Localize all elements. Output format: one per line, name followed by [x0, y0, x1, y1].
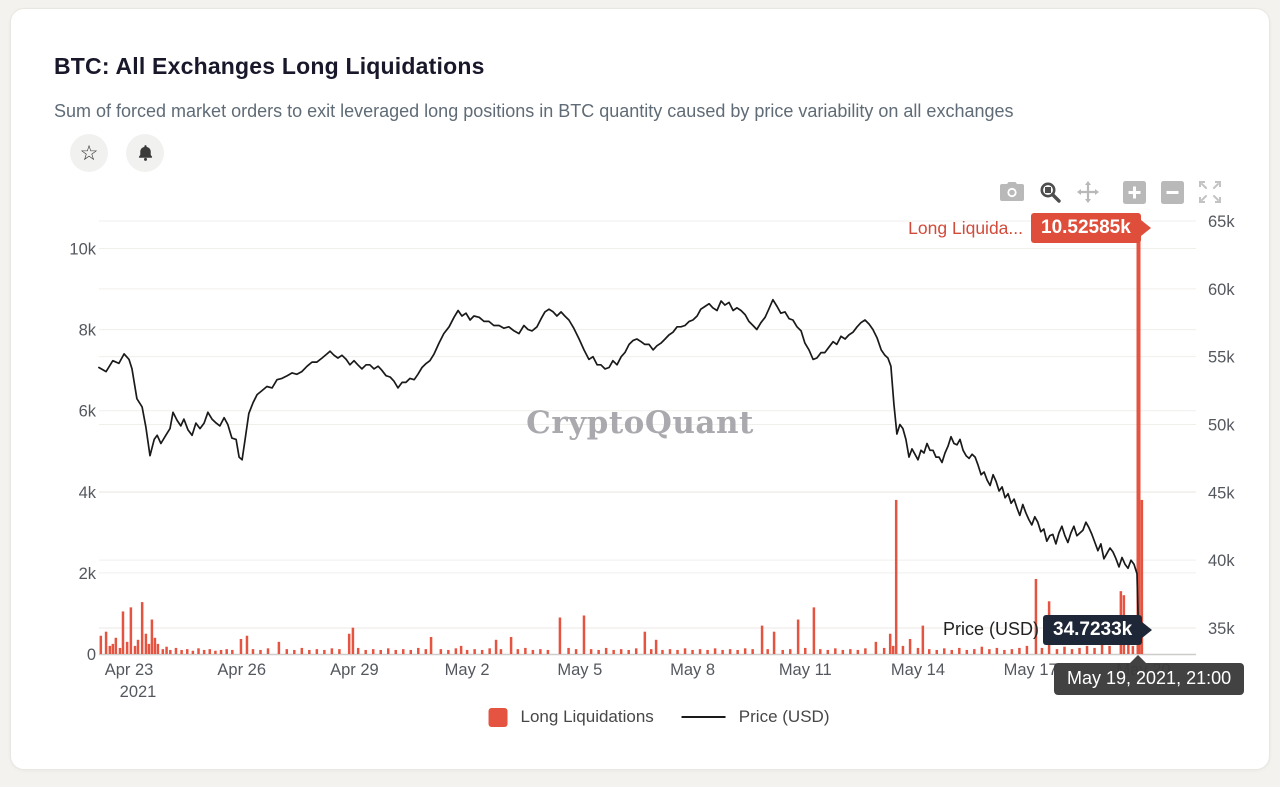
x-axis-tick-label: May 8 — [670, 661, 715, 679]
price-tooltip-label: Price (USD) — [942, 619, 1039, 639]
star-icon: ☆ — [79, 141, 99, 165]
right-axis-tick-label: 60k — [1208, 281, 1235, 299]
right-axis-tick-label: 50k — [1208, 416, 1235, 434]
chart-modebar — [999, 179, 1223, 205]
pan-icon[interactable] — [1075, 179, 1101, 205]
left-axis-tick-label: 2k — [79, 565, 97, 583]
right-axis-tick-label: 55k — [1208, 349, 1235, 367]
left-axis-tick-label: 8k — [79, 322, 97, 340]
legend-item-long-liquidations[interactable]: Long Liquidations — [488, 707, 654, 727]
legend-label: Long Liquidations — [520, 707, 654, 726]
zoom-select-icon[interactable] — [1037, 179, 1063, 205]
x-axis-tick-label: May 11 — [779, 661, 832, 679]
x-axis-tick-label: May 2 — [445, 661, 490, 679]
alert-button[interactable] — [126, 134, 164, 172]
left-axis-tick-label: 4k — [79, 484, 97, 502]
x-axis-tick-label: May 14 — [891, 661, 945, 679]
left-axis-tick-label: 10k — [69, 241, 96, 259]
camera-icon[interactable] — [999, 179, 1025, 205]
right-axis-tick-label: 35k — [1208, 620, 1235, 638]
zoom-out-icon[interactable] — [1159, 179, 1185, 205]
x-axis-tick-label: Apr 26 — [217, 661, 266, 679]
legend-item-price[interactable]: Price (USD) — [681, 707, 830, 727]
liquidation-tooltip-label: Long Liquida... — [908, 218, 1023, 238]
x-axis-year-label: 2021 — [120, 683, 157, 701]
x-axis-tick-label: May 17 — [1004, 661, 1058, 679]
page-title: BTC: All Exchanges Long Liquidations — [54, 53, 485, 79]
legend-label: Price (USD) — [738, 707, 830, 726]
reset-axes-icon[interactable] — [1197, 179, 1223, 205]
left-axis-tick-label: 6k — [79, 403, 97, 421]
price-tooltip-value: 34.7233k — [1043, 615, 1153, 645]
x-axis-tick-label: May 5 — [557, 661, 602, 679]
right-axis-tick-label: 40k — [1208, 552, 1235, 570]
chart-card: BTC: All Exchanges Long Liquidations Sum… — [10, 8, 1270, 770]
right-axis-tick-label: 45k — [1208, 484, 1235, 502]
favorite-button[interactable]: ☆ — [70, 134, 108, 172]
zoom-in-icon[interactable] — [1121, 179, 1147, 205]
left-axis-tick-label: 0 — [87, 646, 96, 664]
legend-swatch-bar — [488, 707, 508, 727]
bell-icon — [136, 143, 155, 163]
x-axis-tick-label: Apr 29 — [330, 661, 379, 679]
chart-legend: Long Liquidations Price (USD) — [488, 707, 830, 727]
x-axis-tick-label: Apr 23 — [105, 661, 154, 679]
watermark: CryptoQuant — [526, 405, 754, 441]
right-axis-tick-label: 65k — [1208, 213, 1235, 231]
date-tooltip: May 19, 2021, 21:00 — [1054, 655, 1245, 695]
legend-line-marker — [681, 716, 726, 718]
liquidation-tooltip-value: 10.52585k — [1031, 213, 1151, 243]
page-subtitle: Sum of forced market orders to exit leve… — [54, 101, 1014, 121]
